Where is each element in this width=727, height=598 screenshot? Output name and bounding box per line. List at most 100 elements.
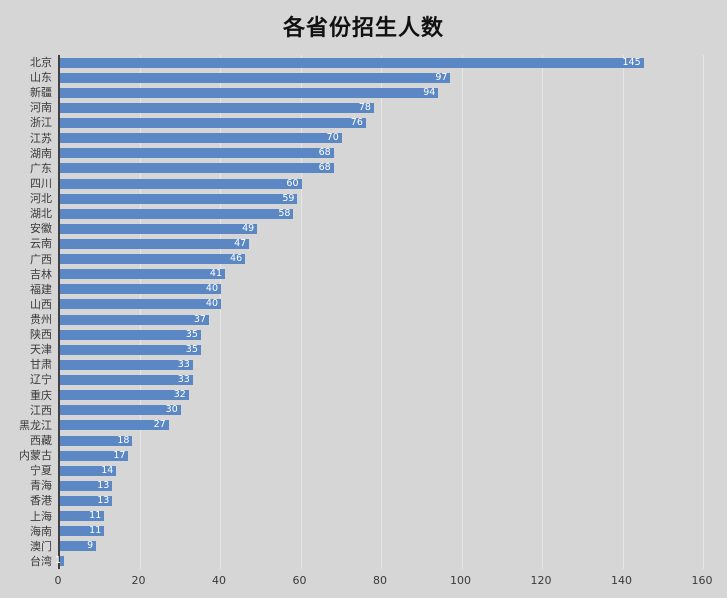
bar: 35 [60, 328, 201, 340]
bar-value-label: 13 [97, 479, 110, 491]
bar-value-label: 14 [101, 464, 114, 476]
y-axis-label: 海南 [30, 524, 52, 538]
bar-value-label: 17 [113, 449, 126, 461]
y-axis-label: 吉林 [30, 267, 52, 281]
bar: 17 [60, 449, 129, 461]
bar-value-label: 11 [89, 510, 102, 522]
bar-value-label: 59 [282, 192, 295, 204]
x-axis: 0 20 40 60 80 100 120 140 160 [55, 574, 713, 590]
bar-value-label: 49 [242, 222, 255, 234]
y-axis-label: 台湾 [30, 554, 52, 568]
y-axis-label: 陕西 [30, 328, 52, 342]
bar: 59 [60, 192, 298, 204]
bar: 33 [60, 358, 193, 370]
bar: 1 [55, 556, 65, 567]
bar: 33 [60, 374, 193, 386]
bar-value-label: 46 [230, 253, 243, 265]
bar: 47 [60, 237, 250, 249]
x-axis-tick-label: 120 [530, 574, 552, 587]
bar-value-label: 58 [278, 207, 291, 219]
bar: 68 [60, 162, 334, 174]
bar: 145 [60, 56, 644, 68]
bar-value-label: 76 [350, 117, 363, 129]
bar: 11 [60, 510, 105, 522]
bar-value-label: 33 [177, 358, 190, 370]
bar-value-label: 33 [177, 374, 190, 386]
y-axis-label: 河南 [30, 101, 52, 115]
gridline [461, 55, 463, 569]
bar-value-label: 47 [234, 237, 247, 249]
bar-value-label: 40 [205, 283, 218, 295]
bar-value-label: 97 [435, 71, 448, 83]
y-axis-label: 澳门 [30, 539, 52, 553]
y-axis-label: 辽宁 [30, 373, 52, 387]
gridline [139, 55, 141, 569]
y-axis-label: 四川 [30, 176, 52, 190]
bar-value-label: 94 [423, 86, 436, 98]
bar: 49 [60, 222, 258, 234]
y-axis-label: 浙江 [30, 116, 52, 130]
x-axis-tick-label: 100 [450, 574, 471, 587]
y-axis-label: 湖北 [30, 207, 52, 221]
bar-value-label: 70 [326, 132, 339, 144]
bar: 60 [60, 177, 302, 189]
y-axis-label: 宁夏 [30, 464, 52, 478]
bar: 46 [60, 253, 246, 265]
y-axis-label: 北京 [30, 56, 52, 69]
bar-value-label: 60 [286, 177, 299, 189]
y-axis-label: 青海 [30, 479, 52, 493]
y-axis-label: 香港 [30, 494, 52, 508]
bar-value-label: 78 [358, 101, 371, 113]
y-axis-label: 广西 [30, 252, 52, 266]
bar-value-label: 27 [153, 419, 166, 431]
y-axis-label: 山东 [30, 71, 52, 85]
bar: 97 [60, 71, 451, 83]
y-axis-label: 西藏 [30, 433, 52, 447]
y-axis-label: 广东 [30, 161, 52, 175]
y-axis-label: 贵州 [30, 313, 52, 326]
bar-value-label: 13 [97, 494, 110, 506]
bar-value-label: 35 [185, 328, 198, 340]
gridline [220, 55, 221, 569]
y-axis-label: 江西 [30, 403, 52, 417]
bar-value-label: 1 [54, 555, 62, 567]
y-axis-label: 内蒙古 [19, 449, 52, 463]
bar-value-label: 40 [205, 298, 218, 310]
gridline [542, 55, 543, 569]
y-axis-label: 黑龙江 [19, 418, 52, 432]
bar-value-label: 30 [165, 404, 178, 416]
bar: 18 [60, 435, 133, 446]
gridline [381, 55, 382, 569]
chart-title: 各省份招生人数 [282, 16, 444, 41]
bar: 76 [60, 117, 366, 129]
gridline [703, 55, 704, 569]
x-axis-tick-label: 80 [373, 574, 387, 587]
bar-value-label: 68 [318, 162, 331, 174]
y-axis-label: 湖南 [30, 146, 52, 160]
gridline [300, 55, 302, 569]
gridline [622, 55, 624, 569]
bar: 37 [60, 313, 209, 325]
bar: 40 [60, 298, 221, 310]
y-axis-label: 新疆 [30, 86, 52, 100]
bar: 13 [60, 479, 113, 491]
bar: 40 [60, 283, 221, 295]
plot-area: 145 97 94 78 76 70 68 68 60 59 58 49 47 46 41 40 40 37 35 3… [55, 55, 704, 569]
bar: 70 [60, 132, 342, 144]
x-axis-tick-label: 40 [212, 574, 226, 587]
bar: 94 [60, 86, 439, 98]
y-axis-label: 福建 [30, 282, 52, 296]
bar-value-label: 35 [185, 343, 198, 355]
y-axis-label: 河北 [30, 192, 52, 206]
x-axis-tick-label: 60 [292, 574, 307, 587]
bar-value-label: 32 [173, 389, 186, 401]
bar: 11 [60, 526, 105, 537]
bar-value-label: 37 [193, 313, 206, 325]
y-axis-label: 安徽 [30, 222, 52, 236]
bar-value-label: 145 [622, 56, 641, 68]
y-axis-label: 天津 [30, 343, 52, 357]
x-axis-tick-label: 140 [611, 574, 632, 587]
x-axis-tick-label: 160 [691, 574, 713, 587]
y-axis-label: 山西 [30, 297, 52, 311]
bar-value-label: 9 [87, 540, 94, 552]
